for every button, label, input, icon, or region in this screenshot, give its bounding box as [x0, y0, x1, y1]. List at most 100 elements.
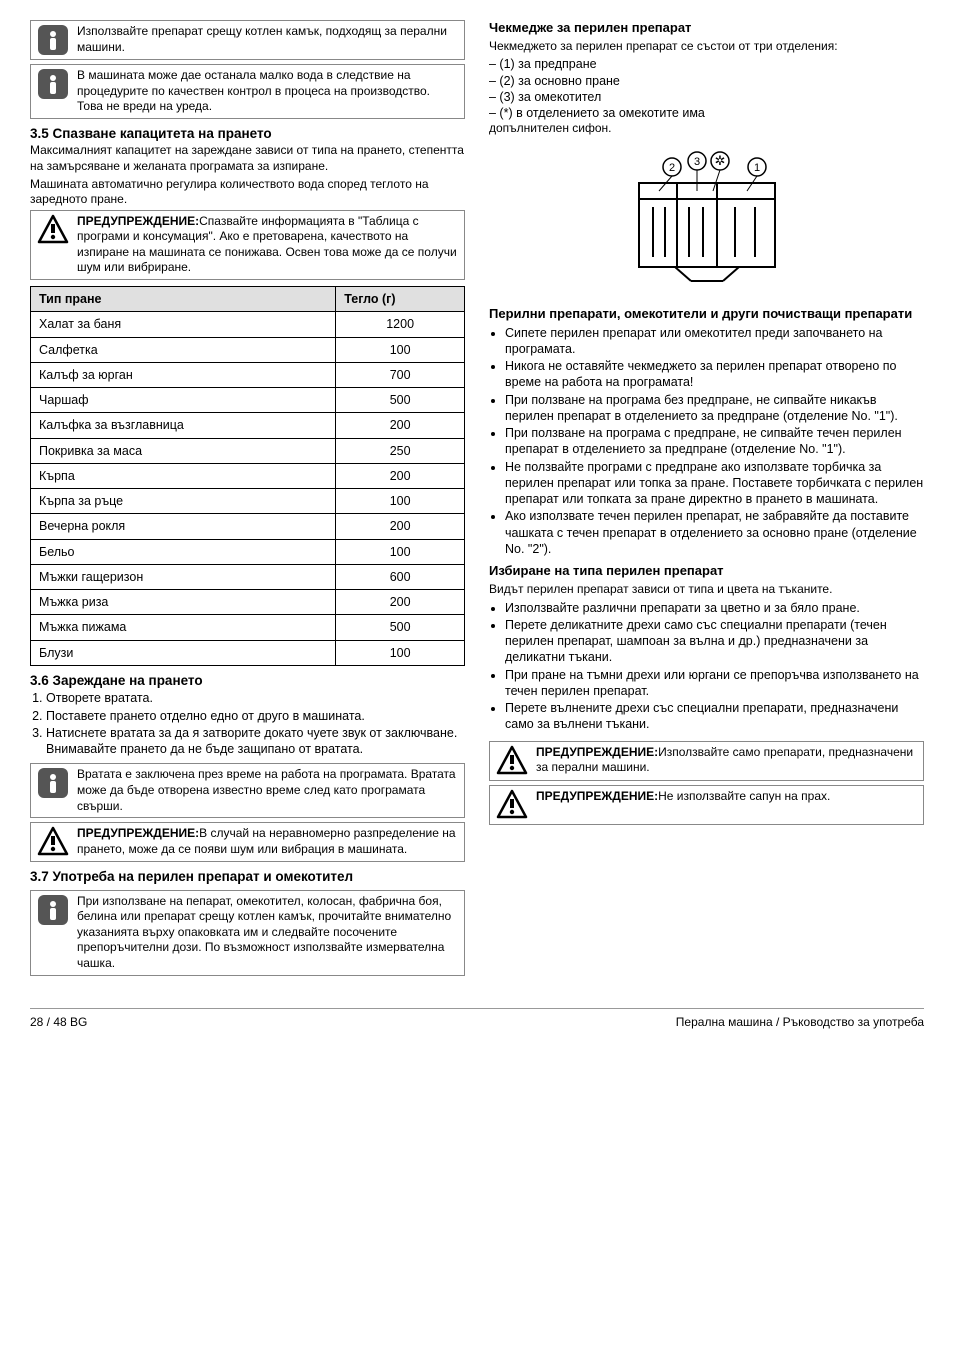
info-icon: [37, 68, 69, 100]
cell-weight: 200: [336, 514, 465, 539]
page-number: 28 / 48 BG: [30, 1015, 87, 1031]
list-item: Перете вълнените дрехи със специални пре…: [505, 700, 924, 733]
table-row: Халат за баня1200: [31, 312, 465, 337]
section-35-para1: Максималният капацитет на зареждане зави…: [30, 143, 465, 174]
list-item: Натиснете вратата за да я затворите дока…: [46, 725, 465, 758]
info-door-locked: Вратата е заключена през време на работа…: [30, 763, 465, 818]
list-item: При пране на тъмни дрехи или юргани се п…: [505, 667, 924, 700]
table-row: Чаршаф500: [31, 388, 465, 413]
table-row: Мъжка риза200: [31, 590, 465, 615]
detergent-type-list: Използвайте различни препарати за цветно…: [505, 600, 924, 733]
warning-icon: [496, 745, 528, 777]
drawer-compartments-list: – (1) за предпране– (2) за основно пране…: [489, 56, 924, 121]
warning-no-soap-powder: ПРЕДУПРЕЖДЕНИЕ:Не използвайте сапун на п…: [489, 785, 924, 825]
cell-weight: 100: [336, 640, 465, 665]
table-row: Покривка за маса250: [31, 438, 465, 463]
cell-weight: 200: [336, 590, 465, 615]
cell-weight: 100: [336, 337, 465, 362]
cell-weight: 100: [336, 539, 465, 564]
cell-type: Мъжки гащеризон: [31, 564, 336, 589]
detergent-drawer-figure: 2 3 ✲ 1: [489, 147, 924, 292]
svg-text:✲: ✲: [714, 153, 725, 168]
info-icon: [37, 24, 69, 56]
info-icon: [37, 767, 69, 799]
cell-weight: 250: [336, 438, 465, 463]
cell-type: Кърпа за ръце: [31, 489, 336, 514]
cell-type: Калъфка за възглавница: [31, 413, 336, 438]
warning-imbalance: ПРЕДУПРЕЖДЕНИЕ:В случай на неравномерно …: [30, 822, 465, 862]
info-residual-water: В машината може дае останала малко вода …: [30, 64, 465, 119]
list-item: – (2) за основно пране: [489, 73, 924, 89]
detergents-section-title: Перилни препарати, омекотители и други п…: [489, 306, 924, 323]
list-item: Никога не оставяйте чекмеджето за периле…: [505, 358, 924, 391]
list-item: Ако използвате течен перилен препарат, н…: [505, 508, 924, 557]
table-header-weight: Тегло (г): [336, 287, 465, 312]
info-detergent-dosage: При използване на пепарат, омекотител, к…: [30, 890, 465, 976]
info-residual-water-text: В машината може дае останала малко вода …: [77, 68, 458, 115]
list-item: Сипете перилен препарат или омекотител п…: [505, 325, 924, 358]
table-row: Мъжка пижама500: [31, 615, 465, 640]
list-item: Не ползвайте програми с предпране ако из…: [505, 459, 924, 508]
warning-overload-text: ПРЕДУПРЕЖДЕНИЕ:Спазвайте информацията в …: [77, 214, 458, 276]
table-row: Мъжки гащеризон600: [31, 564, 465, 589]
warning-icon: [37, 214, 69, 246]
loading-steps-list: Отворете вратата. Поставете прането отдел…: [46, 690, 465, 757]
cell-type: Салфетка: [31, 337, 336, 362]
cell-type: Блузи: [31, 640, 336, 665]
detergent-type-para: Видът перилен препарат зависи от типа и …: [489, 582, 924, 598]
footer-doc-title: Перална машина / Ръководство за употреба: [676, 1015, 924, 1031]
cell-weight: 500: [336, 388, 465, 413]
cell-weight: 500: [336, 615, 465, 640]
detergent-drawer-intro: Чекмеджето за перилен препарат се състои…: [489, 39, 924, 55]
table-row: Кърпа200: [31, 463, 465, 488]
list-item: – (1) за предпране: [489, 56, 924, 72]
info-detergent-dosage-text: При използване на пепарат, омекотител, к…: [77, 894, 458, 972]
laundry-weight-table: Тип пране Тегло (г) Халат за баня1200Сал…: [30, 286, 465, 666]
warning-imbalance-text: ПРЕДУПРЕЖДЕНИЕ:В случай на неравномерно …: [77, 826, 458, 857]
svg-text:2: 2: [668, 162, 674, 174]
list-item: – (3) за омекотител: [489, 89, 924, 105]
cell-type: Покривка за маса: [31, 438, 336, 463]
list-item: При ползване на програма с предпране, не…: [505, 425, 924, 458]
list-item: Използвайте различни препарати за цветно…: [505, 600, 924, 616]
list-item: – (*) в отделението за омекотите има: [489, 105, 924, 121]
cell-type: Мъжка риза: [31, 590, 336, 615]
table-row: Кърпа за ръце100: [31, 489, 465, 514]
cell-type: Бельо: [31, 539, 336, 564]
detergent-drawer-title: Чекмедже за перилен препарат: [489, 20, 924, 37]
drawer-siphon-note: допълнителен сифон.: [489, 121, 924, 137]
section-36-title: 3.6 Зареждане на прането: [30, 672, 465, 690]
warning-no-soap-powder-text: ПРЕДУПРЕЖДЕНИЕ:Не използвайте сапун на п…: [536, 789, 917, 805]
section-35-para2: Машината автоматично регулира количество…: [30, 177, 465, 208]
list-item: Поставете прането отделно едно от друго …: [46, 708, 465, 724]
svg-text:3: 3: [693, 156, 699, 168]
detergent-type-title: Избиране на типа перилен препарат: [489, 563, 924, 580]
cell-weight: 200: [336, 463, 465, 488]
cell-weight: 1200: [336, 312, 465, 337]
warning-icon: [496, 789, 528, 821]
section-35-title: 3.5 Спазване капацитета на прането: [30, 125, 465, 143]
detergent-usage-list: Сипете перилен препарат или омекотител п…: [505, 325, 924, 558]
cell-type: Кърпа: [31, 463, 336, 488]
table-header-type: Тип пране: [31, 287, 336, 312]
section-37-title: 3.7 Употреба на перилен препарат и омеко…: [30, 868, 465, 886]
info-descaler: Използвайте препарат срещу котлен камък,…: [30, 20, 465, 60]
cell-weight: 200: [336, 413, 465, 438]
cell-type: Калъф за юрган: [31, 362, 336, 387]
info-icon: [37, 894, 69, 926]
cell-weight: 600: [336, 564, 465, 589]
list-item: Перете деликатните дрехи само със специа…: [505, 617, 924, 666]
page-footer: 28 / 48 BG Перална машина / Ръководство …: [30, 1008, 924, 1031]
warning-overload: ПРЕДУПРЕЖДЕНИЕ:Спазвайте информацията в …: [30, 210, 465, 280]
table-row: Вечерна рокля200: [31, 514, 465, 539]
table-row: Калъф за юрган700: [31, 362, 465, 387]
table-row: Блузи100: [31, 640, 465, 665]
svg-text:1: 1: [753, 162, 759, 174]
cell-type: Халат за баня: [31, 312, 336, 337]
table-row: Калъфка за възглавница200: [31, 413, 465, 438]
cell-weight: 700: [336, 362, 465, 387]
list-item: Отворете вратата.: [46, 690, 465, 706]
cell-type: Вечерна рокля: [31, 514, 336, 539]
cell-type: Чаршаф: [31, 388, 336, 413]
list-item: При ползване на програма без предпране, …: [505, 392, 924, 425]
